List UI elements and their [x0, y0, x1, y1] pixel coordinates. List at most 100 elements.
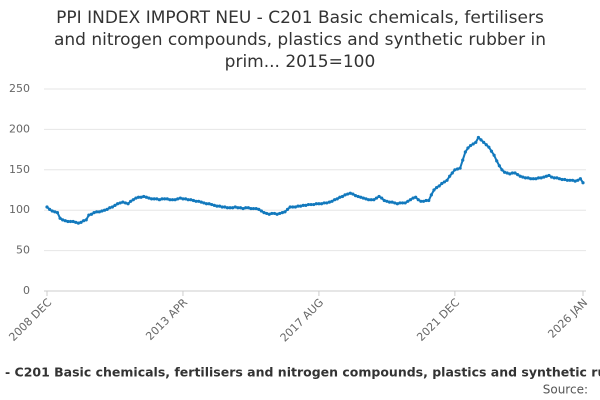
point	[61, 218, 65, 222]
point	[296, 204, 300, 208]
point	[534, 177, 538, 181]
point	[325, 201, 329, 205]
point	[280, 211, 284, 215]
point	[176, 197, 180, 201]
point	[555, 176, 559, 180]
y-tick-label: 200	[9, 122, 30, 135]
point	[398, 201, 402, 205]
point	[471, 142, 475, 146]
point	[359, 195, 363, 199]
point	[87, 213, 91, 217]
point	[288, 205, 292, 209]
point	[105, 207, 109, 211]
point	[142, 194, 146, 199]
point	[118, 201, 122, 205]
point	[539, 176, 543, 180]
point	[126, 202, 130, 206]
point	[380, 196, 384, 200]
point	[50, 209, 54, 213]
point	[440, 181, 444, 186]
point	[497, 164, 501, 168]
point	[529, 177, 533, 181]
y-tick-label: 0	[23, 284, 30, 297]
point	[233, 205, 237, 209]
point	[97, 210, 101, 214]
point	[367, 198, 371, 202]
point	[231, 206, 235, 210]
point	[314, 202, 318, 206]
point	[361, 196, 365, 200]
point	[330, 199, 334, 203]
source: Source:	[543, 383, 588, 397]
y-tick-label: 50	[16, 244, 30, 257]
point	[173, 198, 177, 202]
point	[411, 196, 415, 200]
point	[421, 199, 426, 203]
point	[241, 206, 245, 211]
point	[356, 194, 360, 199]
point	[419, 199, 423, 203]
point	[168, 198, 172, 202]
point	[244, 206, 248, 210]
point	[374, 196, 379, 200]
point	[560, 177, 564, 182]
point	[102, 208, 107, 212]
point	[521, 175, 525, 179]
chart-title: and nitrogen compounds, plastics and syn…	[54, 30, 546, 50]
point	[293, 205, 297, 209]
point	[48, 207, 52, 211]
point	[312, 202, 316, 207]
point	[403, 201, 407, 205]
point	[262, 211, 266, 215]
point	[531, 177, 535, 181]
point	[278, 211, 282, 216]
point	[110, 205, 114, 209]
point	[115, 202, 120, 206]
point	[144, 195, 148, 199]
point	[508, 172, 512, 176]
point	[121, 200, 125, 204]
point	[191, 198, 196, 203]
point	[147, 196, 151, 200]
x-tick-label: 2017 AUG	[278, 296, 327, 345]
point	[327, 200, 331, 204]
point	[578, 177, 582, 181]
point	[215, 204, 219, 208]
point	[382, 198, 386, 203]
point	[495, 159, 499, 163]
legend-entry: - C201 Basic chemicals, fertilisers and …	[5, 365, 600, 380]
point	[513, 171, 517, 175]
point	[217, 204, 222, 208]
point	[299, 204, 303, 208]
point	[139, 195, 143, 199]
point	[335, 197, 339, 201]
point	[500, 168, 504, 172]
point	[542, 175, 546, 179]
point	[134, 196, 138, 200]
point	[204, 202, 209, 206]
point	[207, 202, 211, 206]
point	[254, 206, 258, 211]
point	[272, 211, 277, 216]
point	[333, 198, 337, 202]
point	[570, 178, 575, 182]
point	[369, 198, 373, 202]
y-tick-label: 150	[9, 163, 30, 176]
point	[482, 140, 486, 144]
point	[165, 197, 169, 201]
point	[505, 171, 509, 175]
chart-title: prim... 2015=100	[225, 52, 376, 72]
point	[445, 178, 449, 182]
point	[92, 211, 96, 215]
point	[68, 219, 73, 224]
point	[160, 197, 164, 201]
point	[573, 179, 577, 183]
point	[84, 218, 88, 222]
point	[390, 200, 394, 204]
point	[251, 206, 256, 211]
point	[95, 210, 99, 214]
point	[228, 206, 232, 210]
point	[322, 201, 326, 205]
point	[552, 176, 556, 180]
point	[393, 201, 397, 205]
